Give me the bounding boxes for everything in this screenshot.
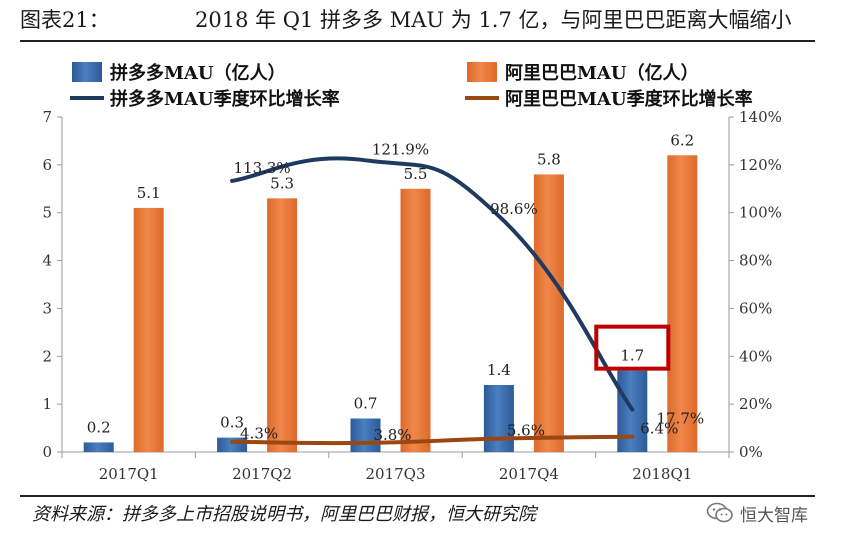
data-label-pdd-growth: 17.7% <box>656 410 704 428</box>
y2-tick-label: 40% <box>739 347 772 365</box>
data-label-ali-mau: 5.3 <box>270 174 294 192</box>
y-tick-label: 2 <box>42 347 52 365</box>
data-label-ali-growth: 3.8% <box>373 426 411 444</box>
y-tick-label: 7 <box>42 108 52 126</box>
data-label-pdd-growth: 113.3% <box>233 159 290 177</box>
legend-label-ali-growth: 阿里巴巴MAU季度环比增长率 <box>505 88 753 110</box>
chart-lines <box>230 156 635 446</box>
figure-label: 图表21： <box>20 8 110 32</box>
data-label-pdd-growth: 121.9% <box>372 140 429 158</box>
data-label-ali-growth: 6.4% <box>640 420 678 438</box>
bar-pdd-mau <box>83 442 114 452</box>
y2-tick-label: 100% <box>739 204 782 222</box>
data-label-ali-growth: 4.3% <box>240 425 278 443</box>
data-label-ali-mau: 5.1 <box>137 184 161 202</box>
bar-ali-mau <box>400 188 431 453</box>
line-ali-growth <box>230 434 635 446</box>
x-tick-label: 2017Q1 <box>99 465 159 483</box>
x-tick-label: 2017Q3 <box>365 465 425 483</box>
figure-header: 图表21： 2018 年 Q1 拼多多 MAU 为 1.7 亿，与阿里巴巴距离大… <box>20 3 810 37</box>
data-label-pdd-mau: 0.3 <box>220 414 244 432</box>
chart-bars <box>83 155 698 453</box>
watermark: 恒大智库 <box>706 498 808 528</box>
data-label-pdd-mau: 0.2 <box>87 418 111 436</box>
y2-tick-label: 60% <box>739 299 772 317</box>
source-note: 资料来源：拼多多上市招股说明书，阿里巴巴财报，恒大研究院 <box>32 504 536 525</box>
y2-tick-label: 0% <box>739 443 763 461</box>
mau-chart: 拼多多MAU（亿人） 阿里巴巴MAU（亿人） 拼多多MAU季度环比增长率 阿里巴巴MA… <box>42 62 782 483</box>
data-label-ali-mau: 5.5 <box>404 165 428 183</box>
legend-label-pdd-growth: 拼多多MAU季度环比增长率 <box>110 88 340 110</box>
y2-tick-label: 80% <box>739 252 772 270</box>
figure-title: 2018 年 Q1 拼多多 MAU 为 1.7 亿，与阿里巴巴距离大幅缩小 <box>195 8 792 32</box>
chart-legend: 拼多多MAU（亿人） 阿里巴巴MAU（亿人） 拼多多MAU季度环比增长率 阿里巴巴MA… <box>70 62 753 110</box>
x-tick-label: 2017Q2 <box>232 465 292 483</box>
x-tick-label: 2018Q1 <box>632 465 692 483</box>
bar-ali-mau <box>533 174 564 452</box>
chart-data-labels: 0.2 0.3 0.7 1.4 1.7 5.1 5.3 5.5 5.8 6.2 113.3% 121.… <box>87 131 704 444</box>
bar-ali-mau <box>667 155 698 453</box>
y-tick-label: 5 <box>42 204 52 222</box>
y-tick-label: 1 <box>42 395 52 413</box>
bar-ali-mau <box>267 198 298 452</box>
y-tick-label: 4 <box>42 252 52 270</box>
legend-swatch-ali-mau <box>467 62 497 82</box>
y2-tick-label: 140% <box>739 108 782 126</box>
data-label-ali-mau: 5.8 <box>537 150 561 168</box>
y-tick-label: 3 <box>42 299 52 317</box>
x-tick-label: 2017Q4 <box>499 465 559 483</box>
y-tick-label: 0 <box>42 443 52 461</box>
data-label-pdd-mau: 1.7 <box>620 347 644 365</box>
legend-label-ali-mau: 阿里巴巴MAU（亿人） <box>505 62 699 84</box>
y-tick-label: 6 <box>42 156 52 174</box>
highlight-box <box>594 324 671 371</box>
y2-tick-label: 20% <box>739 395 772 413</box>
wechat-icon <box>706 502 733 523</box>
top-rule <box>20 40 815 42</box>
legend-swatch-pdd-mau <box>72 62 102 82</box>
data-label-pdd-mau: 1.4 <box>487 361 511 379</box>
data-label-pdd-mau: 0.7 <box>354 395 378 413</box>
watermark-text: 恒大智库 <box>740 505 808 526</box>
data-label-ali-mau: 6.2 <box>670 131 694 149</box>
y2-tick-label: 120% <box>739 156 782 174</box>
data-label-ali-growth: 5.6% <box>507 422 545 440</box>
bar-pdd-mau <box>350 418 381 452</box>
legend-label-pdd-mau: 拼多多MAU（亿人） <box>110 62 286 84</box>
bottom-rule <box>20 495 815 497</box>
line-pdd-growth <box>230 156 635 412</box>
bar-ali-mau <box>133 207 164 452</box>
data-label-pdd-growth: 98.6% <box>490 200 538 218</box>
bar-pdd-mau <box>483 385 514 452</box>
